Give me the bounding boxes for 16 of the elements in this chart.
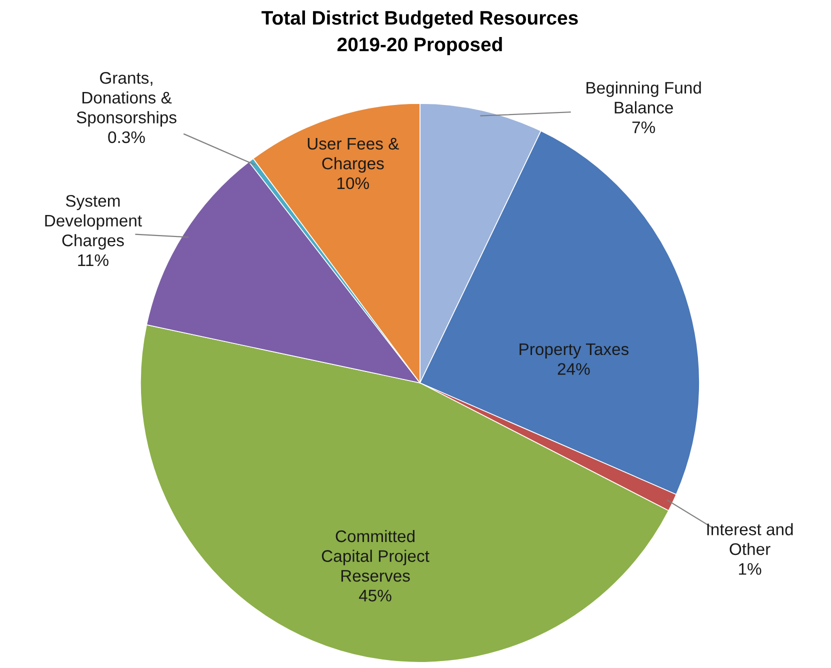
slice-label: Grants, Donations & Sponsorships [76, 72, 176, 127]
data-label: 7% [632, 122, 656, 134]
chart-subtitle: 2019-20 Proposed [337, 37, 502, 56]
data-label: 11% [78, 254, 108, 266]
slice-label: Beginning Fund Balance [586, 81, 701, 114]
slice-label: Committed Capital Project Reserves [322, 530, 430, 582]
data-label: 0.3% [108, 131, 145, 144]
chart-title: Total District Budgeted Resources [262, 10, 578, 29]
slice-label: System Development Charges [45, 195, 142, 250]
data-label: 10% [337, 177, 369, 190]
slice-label: User Fees & Charges [308, 138, 399, 173]
slice-label: Interest and Other [707, 523, 793, 556]
slice-label: Property Taxes [520, 344, 629, 358]
data-label: 45% [358, 590, 392, 602]
data-label: 24% [558, 363, 590, 375]
data-label: 1% [739, 563, 762, 575]
